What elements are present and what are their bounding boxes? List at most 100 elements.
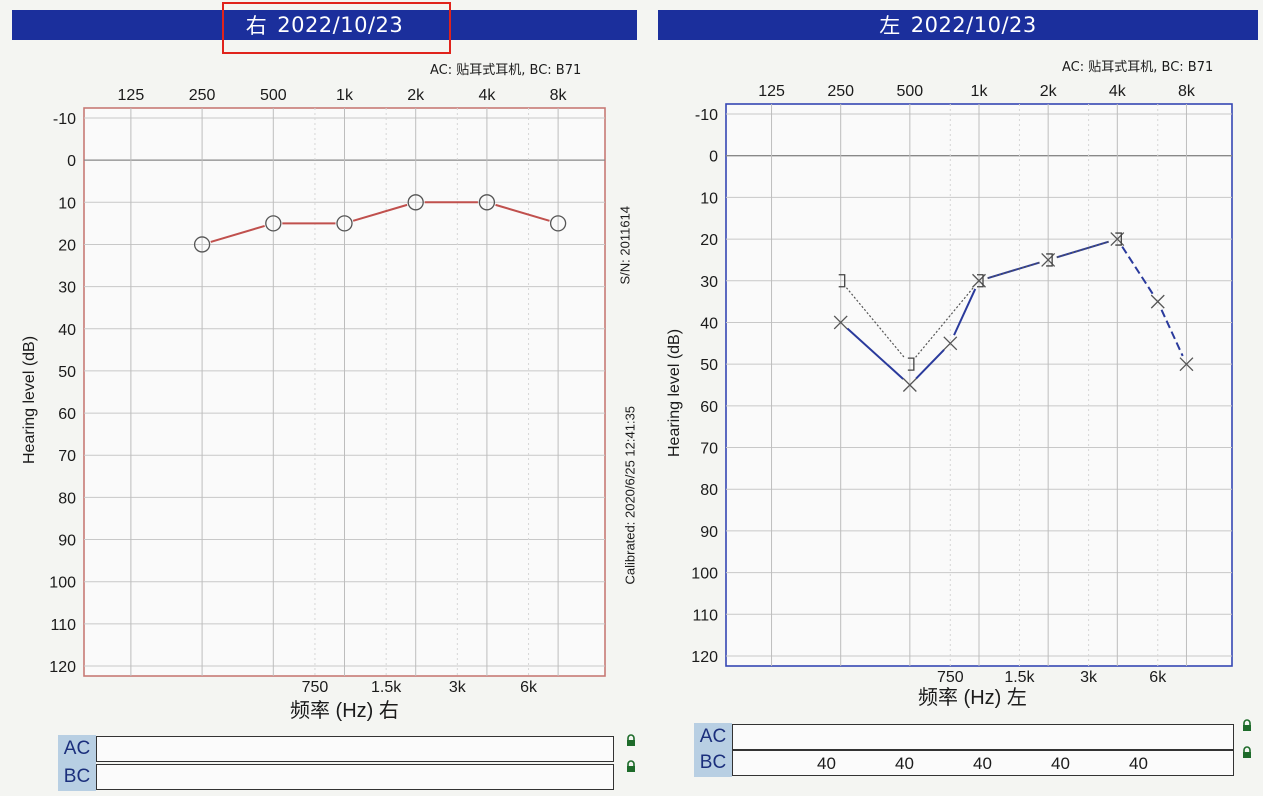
- left-ac-bc-caption: AC: 贴耳式耳机, BC: B71: [1062, 60, 1214, 75]
- right-bc-row: BC: [58, 763, 614, 791]
- left-y-tick: 10: [700, 190, 718, 207]
- left-y-tick: 70: [700, 441, 718, 458]
- left-ear-date: 2022/10/23: [910, 13, 1037, 37]
- bc-value-2k: 40: [1051, 754, 1070, 773]
- left-bc-row-label: BC: [694, 749, 732, 777]
- lock-icon[interactable]: [626, 734, 636, 747]
- left-ac-marker: [902, 378, 917, 392]
- right-y-tick: 50: [58, 364, 76, 381]
- right-ear-date: 2022/10/23: [277, 13, 404, 37]
- left-x-tick-bottom: 6k: [1149, 669, 1167, 686]
- left-ac-line: [1160, 309, 1184, 357]
- right-ac-bc-caption: AC: 贴耳式耳机, BC: B71: [430, 63, 582, 78]
- right-bc-row-label: BC: [58, 763, 96, 791]
- left-x-tick-top: 250: [827, 83, 854, 100]
- left-bc-marker: [977, 274, 984, 288]
- right-ear-label: 右: [245, 14, 268, 38]
- right-y-tick: 40: [58, 322, 76, 339]
- right-y-tick: 10: [58, 195, 76, 212]
- right-bc-row-cells: [96, 764, 614, 790]
- left-ear-header: 左 2022/10/23: [658, 10, 1258, 40]
- right-y-tick: 0: [67, 153, 76, 170]
- left-ear-label: 左: [879, 14, 901, 38]
- right-ac-row-label: AC: [58, 735, 96, 763]
- left-y-tick: 80: [700, 482, 718, 499]
- right-x-tick-bottom: 750: [302, 679, 329, 696]
- left-ac-row-label: AC: [694, 723, 732, 751]
- left-x-tick-bottom: 1.5k: [1004, 669, 1035, 686]
- left-bc-marker: [838, 274, 846, 288]
- left-y-tick: 30: [700, 274, 718, 291]
- right-x-tick-top: 250: [189, 87, 216, 104]
- bc-value-500: 40: [895, 754, 914, 773]
- left-x-tick-top: 500: [896, 83, 923, 100]
- left-y-tick: 40: [700, 315, 718, 332]
- right-y-tick: -10: [53, 111, 76, 128]
- left-ac-line: [846, 327, 904, 380]
- left-ac-marker: [1150, 294, 1165, 309]
- left-x-tick-top: 2k: [1040, 83, 1058, 100]
- right-y-axis-label: Hearing level (dB): [21, 335, 38, 464]
- left-ac-marker: [943, 336, 958, 351]
- left-ac-line: [1121, 246, 1154, 295]
- left-x-tick-top: 1k: [971, 83, 989, 100]
- left-bc-row-cells: 40 40 40 40 40: [732, 750, 1234, 776]
- left-x-tick-top: 8k: [1178, 83, 1196, 100]
- left-ac-line: [953, 288, 977, 336]
- left-y-tick: 60: [700, 399, 718, 416]
- left-ac-marker: [1179, 357, 1194, 372]
- left-bc-line: [915, 287, 974, 358]
- right-ac-row: AC: [58, 735, 614, 763]
- right-y-tick: 60: [58, 406, 76, 423]
- right-ear-header: 右 2022/10/23: [12, 10, 637, 40]
- right-ac-line: [495, 203, 550, 222]
- left-y-tick: 90: [700, 524, 718, 541]
- left-x-axis-label: 频率 (Hz) 左: [918, 687, 1027, 709]
- lock-icon[interactable]: [1242, 719, 1252, 732]
- right-x-tick-bottom: 3k: [449, 679, 467, 696]
- left-bc-line: [845, 287, 905, 358]
- left-bc-marker: [907, 357, 915, 371]
- left-bc-marker: [1115, 232, 1122, 246]
- right-ac-marker: [478, 194, 496, 211]
- right-ac-row-cells: [96, 736, 614, 762]
- right-y-tick: 90: [58, 533, 76, 550]
- right-x-tick-top: 1k: [336, 87, 354, 104]
- right-ac-line: [352, 203, 408, 222]
- right-y-tick: 70: [58, 448, 76, 465]
- left-ac-row-cells: [732, 724, 1234, 750]
- left-y-tick: 50: [700, 357, 718, 374]
- right-ac-marker: [407, 194, 424, 211]
- left-x-tick-bottom: 3k: [1080, 669, 1098, 686]
- right-y-tick: 110: [50, 617, 76, 634]
- calibration-date: Calibrated: 2020/6/25 12:41:35: [622, 405, 638, 585]
- right-y-tick: 120: [49, 659, 76, 676]
- serial-number: S/N: 2011614: [617, 205, 633, 285]
- lock-icon[interactable]: [1242, 746, 1252, 759]
- highlight-annotation: [222, 2, 451, 54]
- right-ac-line: [210, 224, 265, 243]
- left-y-tick: 110: [692, 607, 718, 624]
- left-y-tick: 20: [700, 232, 718, 249]
- right-x-tick-top: 8k: [550, 87, 568, 104]
- left-y-axis-label: Hearing level (dB): [666, 328, 683, 457]
- left-x-tick-top: 125: [758, 83, 785, 100]
- left-y-tick: -10: [695, 107, 718, 124]
- left-bc-marker: [1046, 253, 1053, 267]
- left-y-tick: 100: [691, 566, 718, 583]
- left-x-tick-bottom: 750: [937, 669, 964, 686]
- left-ac-row: AC: [694, 723, 1234, 751]
- right-y-tick: 100: [49, 575, 76, 592]
- left-y-tick: 120: [691, 649, 718, 666]
- lock-icon[interactable]: [626, 760, 636, 773]
- right-y-tick: 20: [58, 237, 76, 254]
- right-x-tick-bottom: 6k: [520, 679, 538, 696]
- right-ac-marker: [549, 215, 567, 232]
- left-bc-line: [1056, 241, 1109, 258]
- right-x-tick-top: 2k: [407, 87, 425, 104]
- right-ac-marker: [336, 215, 353, 232]
- right-x-axis-label: 频率 (Hz) 右: [290, 700, 399, 722]
- right-x-tick-top: 4k: [478, 87, 496, 104]
- left-x-tick-top: 4k: [1109, 83, 1127, 100]
